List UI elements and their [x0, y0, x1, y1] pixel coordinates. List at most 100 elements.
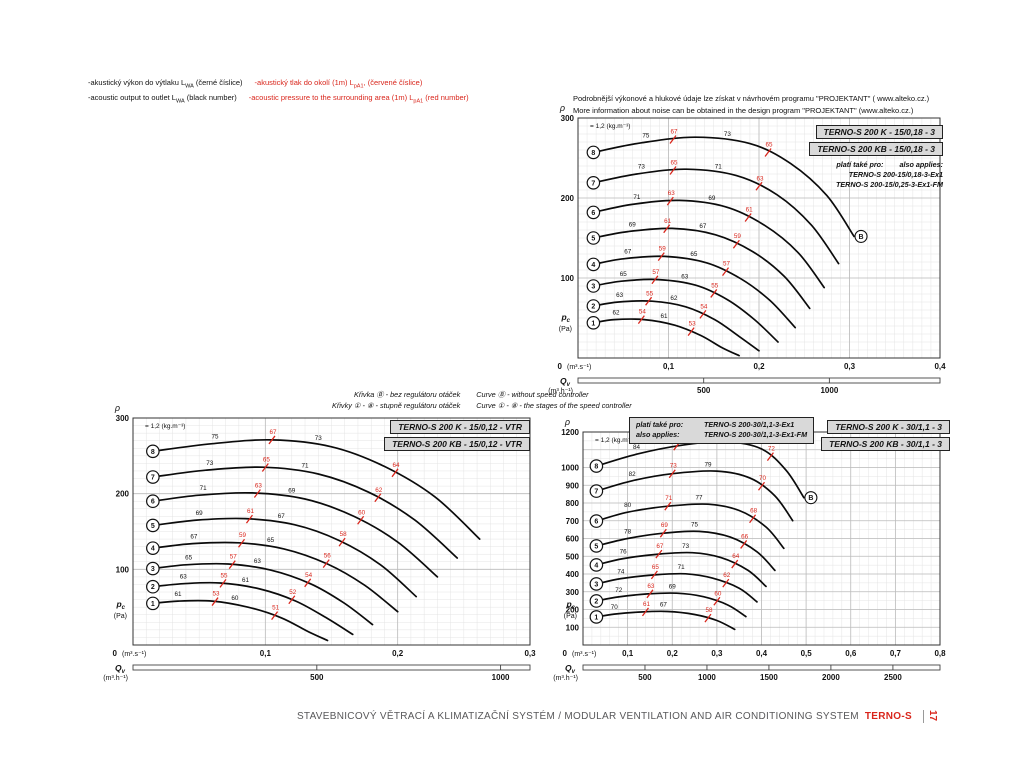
svg-text:70: 70 — [759, 475, 767, 482]
also-applies-label-en: also applies: — [899, 160, 943, 169]
svg-text:65: 65 — [766, 141, 774, 148]
svg-text:55: 55 — [711, 282, 719, 289]
svg-text:= 1,2 (kg.m⁻³): = 1,2 (kg.m⁻³) — [595, 437, 635, 444]
svg-text:60: 60 — [714, 590, 722, 597]
acoustic-note-line-en: -acoustic output to outlet LWA (black nu… — [88, 92, 469, 107]
svg-text:1000: 1000 — [492, 673, 510, 682]
svg-text:Qv: Qv — [115, 663, 126, 675]
note-black-en: -acoustic output to outlet L — [88, 92, 176, 102]
svg-text:ρ: ρ — [114, 403, 120, 413]
svg-text:= 1,2 (kg.m⁻³): = 1,2 (kg.m⁻³) — [590, 123, 630, 130]
projektant-info-en: More information about noise can be obta… — [573, 106, 914, 115]
fan-curve-chart-30-11: 100 200 300 400 500 600 700 800 900 1000 1200 0 (m³.… — [543, 396, 955, 696]
note-red-en-rest: (red number) — [423, 92, 469, 102]
also-applies-model: TERNO-S 200-30/1,1-3-Ex1-FM — [704, 430, 808, 440]
svg-text:0: 0 — [558, 362, 563, 371]
svg-text:65: 65 — [185, 555, 193, 562]
svg-text:75: 75 — [691, 522, 699, 529]
note-red-cz-sub: pA1 — [353, 83, 364, 90]
svg-text:62: 62 — [723, 572, 731, 579]
svg-text:500: 500 — [566, 552, 580, 561]
svg-text:67: 67 — [190, 534, 198, 541]
acoustic-note-line-cz: -akustický výkon do výtlaku LWA (černé č… — [88, 77, 469, 92]
svg-text:53: 53 — [213, 591, 221, 598]
svg-text:59: 59 — [659, 246, 667, 253]
svg-text:B: B — [858, 234, 863, 241]
svg-text:(m³.s⁻¹): (m³.s⁻¹) — [572, 651, 596, 658]
also-applies-label-cz: platí také pro: — [836, 160, 884, 169]
svg-text:1: 1 — [151, 601, 155, 608]
svg-text:52: 52 — [289, 589, 297, 596]
svg-text:100: 100 — [566, 623, 580, 632]
also-applies-label-en: also applies: — [636, 430, 680, 440]
fan-curve-chart-15-018: 100 200 300 0 (m³.s⁻¹) 0,1 0,2 0,3 0,4 ρ = 1,2 (kg… — [543, 94, 955, 395]
svg-text:1000: 1000 — [820, 386, 838, 395]
svg-text:(m³.h⁻¹): (m³.h⁻¹) — [548, 388, 573, 395]
note-black-cz-rest: (černé číslice) — [193, 78, 243, 87]
svg-text:300: 300 — [566, 588, 580, 597]
svg-text:65: 65 — [263, 457, 271, 464]
footer-brand: TERNO-S — [864, 711, 912, 722]
svg-text:2: 2 — [591, 304, 595, 311]
svg-text:0,7: 0,7 — [890, 649, 902, 658]
svg-text:67: 67 — [269, 429, 277, 436]
svg-text:0,3: 0,3 — [844, 362, 856, 371]
svg-text:63: 63 — [254, 558, 262, 565]
svg-text:500: 500 — [310, 673, 324, 682]
svg-text:3: 3 — [594, 581, 598, 588]
svg-text:64: 64 — [393, 462, 401, 469]
svg-text:1000: 1000 — [698, 673, 716, 682]
svg-text:5: 5 — [594, 543, 598, 550]
svg-text:60: 60 — [231, 595, 239, 602]
svg-text:72: 72 — [768, 446, 776, 453]
svg-text:63: 63 — [616, 292, 624, 299]
svg-text:76: 76 — [620, 549, 628, 556]
chart-title-box: TERNO-S 200 KB - 15/0,18 - 3 — [809, 142, 943, 156]
svg-text:0,3: 0,3 — [524, 649, 536, 658]
svg-text:(m³.s⁻¹): (m³.s⁻¹) — [122, 651, 146, 658]
svg-text:5: 5 — [151, 523, 155, 530]
svg-text:63: 63 — [255, 483, 263, 490]
svg-text:2: 2 — [151, 584, 155, 591]
svg-text:58: 58 — [705, 607, 713, 614]
svg-text:65: 65 — [652, 564, 660, 571]
svg-text:pc: pc — [560, 312, 570, 324]
svg-text:Qv: Qv — [565, 663, 576, 675]
svg-text:71: 71 — [665, 495, 673, 502]
note-red-cz-rest: , (červené číslice) — [363, 78, 423, 87]
svg-text:71: 71 — [633, 194, 641, 201]
svg-text:59: 59 — [734, 233, 742, 240]
svg-text:67: 67 — [660, 602, 668, 609]
svg-text:400: 400 — [566, 570, 580, 579]
fan-curve-chart-15-012-vtr: 100 200 300 0 (m³.s⁻¹) 0,1 0,2 0,3 ρ = 1,2 (kg.m⁻… — [93, 396, 540, 696]
svg-text:80: 80 — [624, 502, 632, 509]
svg-text:100: 100 — [561, 274, 575, 283]
svg-text:57: 57 — [652, 269, 660, 276]
svg-text:61: 61 — [242, 577, 250, 584]
svg-text:0: 0 — [113, 649, 118, 658]
svg-text:55: 55 — [646, 290, 654, 297]
chart-title-box: TERNO-S 200 KB - 30/1,1 - 3 — [821, 437, 950, 451]
svg-text:79: 79 — [704, 462, 712, 469]
svg-text:61: 61 — [660, 313, 668, 320]
svg-text:71: 71 — [302, 462, 310, 469]
note-black-en-sub: WA — [175, 98, 185, 105]
svg-text:64: 64 — [732, 553, 740, 560]
svg-text:7: 7 — [151, 475, 155, 482]
svg-text:(Pa): (Pa) — [559, 326, 572, 333]
svg-text:73: 73 — [315, 435, 323, 442]
svg-text:57: 57 — [723, 261, 731, 268]
svg-text:4: 4 — [591, 262, 595, 269]
svg-text:ρ: ρ — [559, 103, 565, 113]
svg-text:62: 62 — [613, 310, 621, 317]
svg-text:59: 59 — [239, 532, 247, 539]
svg-text:82: 82 — [629, 471, 637, 478]
svg-text:700: 700 — [566, 517, 580, 526]
svg-text:54: 54 — [700, 303, 708, 310]
svg-text:63: 63 — [681, 274, 689, 281]
svg-text:2000: 2000 — [822, 673, 840, 682]
svg-text:800: 800 — [566, 499, 580, 508]
svg-text:61: 61 — [643, 601, 651, 608]
legend-cz-b: Křivka Ⓑ - bez regulátoru otáček — [354, 390, 461, 399]
